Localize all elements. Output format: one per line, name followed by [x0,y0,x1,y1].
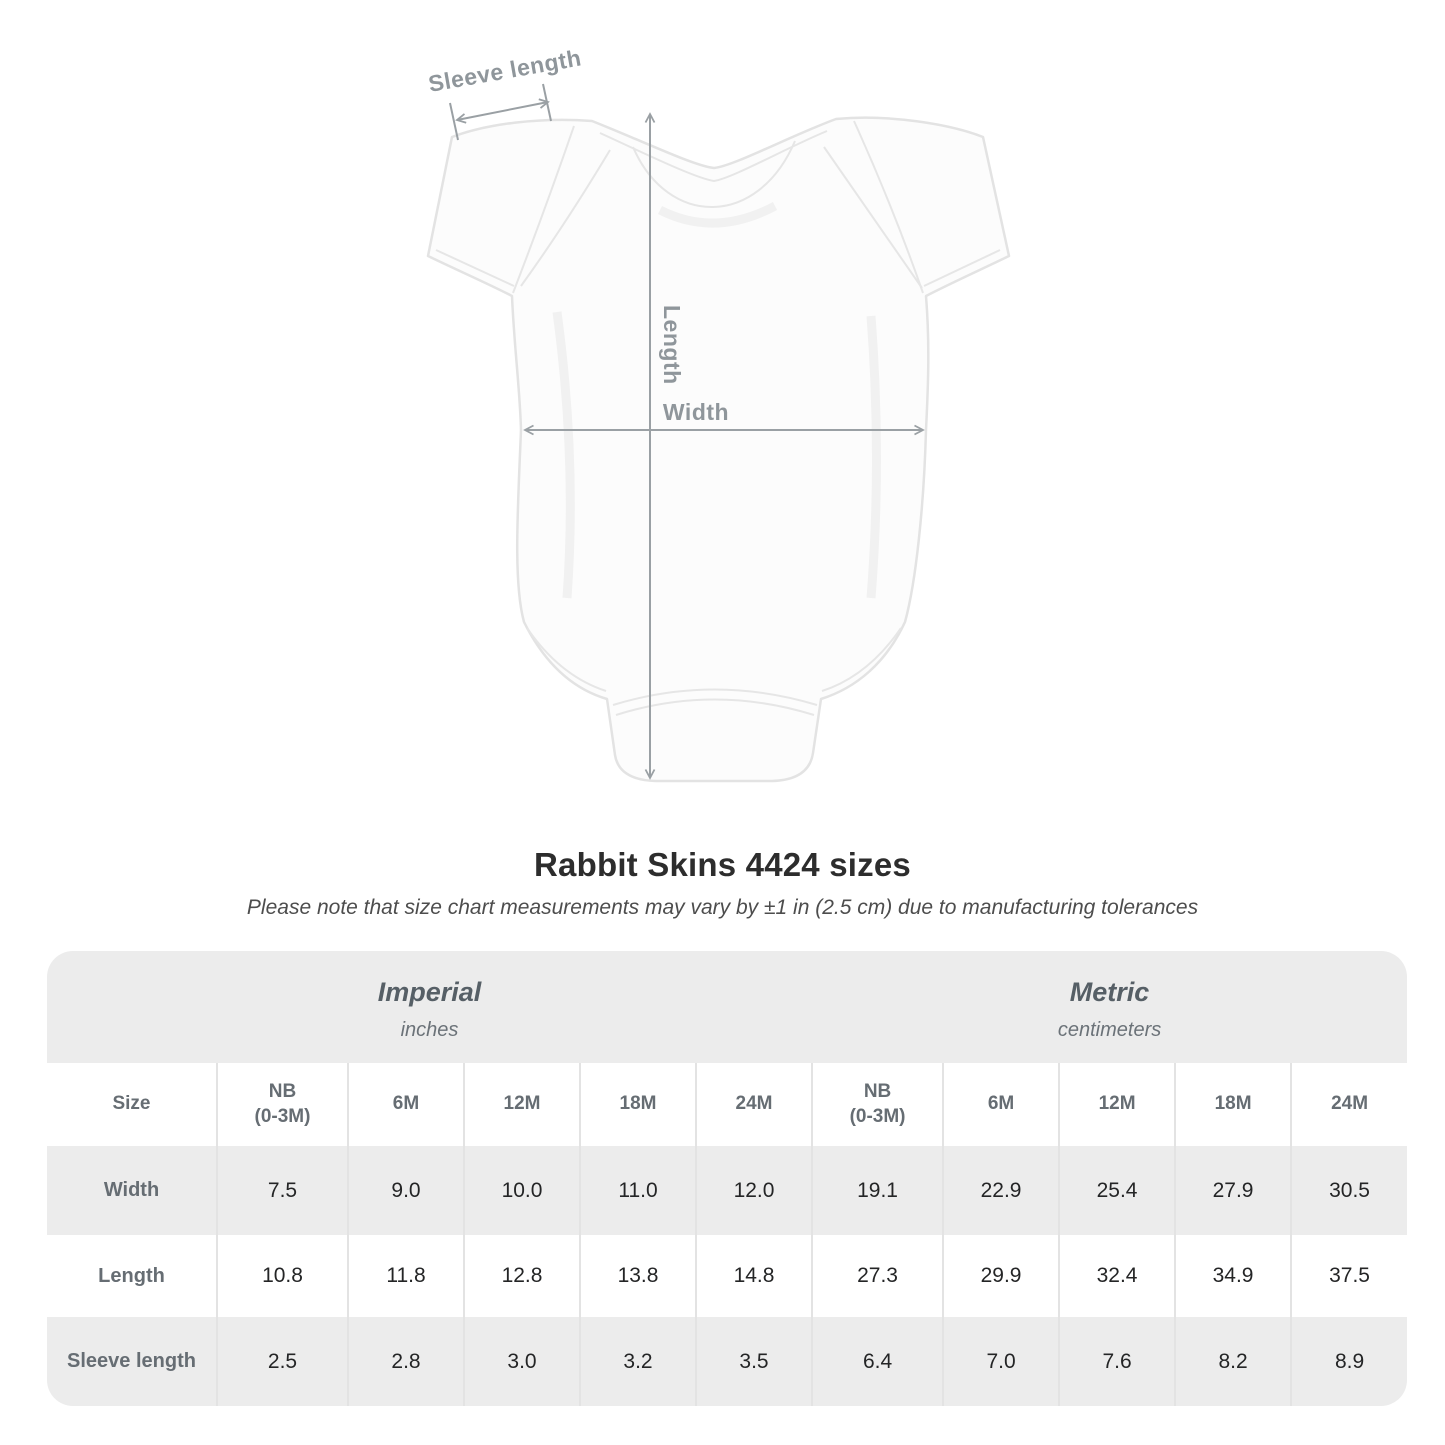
cell-width-metric-nb: 19.1 [811,1146,944,1235]
cell-sleeve-imperial-12m: 3.0 [463,1317,580,1406]
cell-width-imperial-24m: 12.0 [694,1146,813,1235]
sleeve-length-label: Sleeve length [426,44,583,96]
cell-sleeve-metric-18m: 8.2 [1174,1317,1292,1406]
cell-sleeve-imperial-nb: 2.5 [216,1317,348,1406]
bodysuit-outline [426,116,1011,783]
cell-width-metric-12m: 25.4 [1058,1146,1176,1235]
cell-length-imperial-6m: 11.8 [347,1235,464,1317]
cell-width-metric-18m: 27.9 [1174,1146,1292,1235]
size-table-card: Imperial inches Metric centimeters Size … [47,951,1407,1406]
cell-length-metric-6m: 29.9 [942,1235,1060,1317]
col-header-metric-nb: NB (0-3M) [811,1063,944,1146]
cell-length-imperial-24m: 14.8 [694,1235,813,1317]
cell-width-imperial-18m: 11.0 [579,1146,696,1235]
sleeve-measure-tick-left [449,102,459,141]
neckline-binding [599,130,828,183]
sleeve-measure-arrow [455,98,550,124]
right-sleeve-seam [853,120,924,294]
right-lap-shoulder-edge [823,146,923,289]
row-label-sleeve-length: Sleeve length [47,1317,217,1406]
fabric-folds [552,202,881,599]
col-header-imperial-nb: NB (0-3M) [216,1063,348,1146]
cell-length-imperial-12m: 12.8 [463,1235,580,1317]
cell-sleeve-imperial-18m: 3.2 [579,1317,696,1406]
cell-sleeve-metric-nb: 6.4 [811,1317,944,1406]
metric-unit: centimeters [1057,1018,1162,1041]
size-corner-header: Size [47,1063,217,1146]
size-columns-header-row: Size NB (0-3M) 6M 12M 18M 24M NB (0-3M) … [47,1063,1407,1146]
col-header-imperial-12m: 12M [463,1063,580,1146]
cell-sleeve-metric-6m: 7.0 [942,1317,1060,1406]
bodysuit-illustration: Sleeve length Length Width [426,44,1011,783]
width-label: Width [663,399,729,425]
size-table: Imperial inches Metric centimeters Size … [47,951,1407,1406]
cell-length-metric-24m: 37.5 [1290,1235,1407,1317]
measurement-annotations [449,83,925,780]
right-cuff-binding [923,249,1001,287]
cell-width-imperial-12m: 10.0 [463,1146,580,1235]
cell-length-metric-nb: 27.3 [811,1235,944,1317]
left-cuff-binding [435,249,515,287]
imperial-group-header: Imperial inches [47,951,813,1063]
cell-width-metric-6m: 22.9 [942,1146,1060,1235]
row-label-width: Width [47,1146,217,1235]
cell-sleeve-imperial-24m: 3.5 [694,1317,813,1406]
metric-group-header: Metric centimeters [812,951,1407,1063]
page-title: Rabbit Skins 4424 sizes [534,846,911,883]
left-leg-binding [526,627,607,692]
size-diagram: Sleeve length Length Width [426,44,1011,783]
left-lap-shoulder-edge [520,149,611,287]
cell-length-metric-12m: 32.4 [1058,1235,1176,1317]
table-row-sleeve-length: Sleeve length 2.5 2.8 3.0 3.2 3.5 6.4 7.… [47,1317,1407,1406]
crotch-flap-seam [612,688,818,706]
right-leg-binding [821,627,902,692]
left-sleeve-seam [512,125,575,294]
table-row-length: Length 10.8 11.8 12.8 13.8 14.8 27.3 29.… [47,1235,1407,1317]
cell-length-imperial-nb: 10.8 [216,1235,348,1317]
imperial-title: Imperial [377,976,482,1007]
col-header-imperial-18m: 18M [579,1063,696,1146]
cell-width-metric-24m: 30.5 [1290,1146,1407,1235]
garment-seams [435,120,1001,716]
col-header-metric-12m: 12M [1058,1063,1176,1146]
table-row-width: Width 7.5 9.0 10.0 11.0 12.0 19.1 22.9 2… [47,1146,1407,1235]
col-header-imperial-24m: 24M [694,1063,813,1146]
row-label-length: Length [98,1264,165,1287]
tolerance-note: Please note that size chart measurements… [246,896,1199,919]
cell-sleeve-metric-24m: 8.9 [1290,1317,1407,1406]
col-header-metric-24m: 24M [1290,1063,1407,1146]
imperial-unit: inches [400,1018,459,1041]
metric-title: Metric [1069,976,1150,1007]
cell-length-imperial-18m: 13.8 [579,1235,696,1317]
col-header-metric-6m: 6M [942,1063,1060,1146]
cell-length-metric-18m: 34.9 [1174,1235,1292,1317]
cell-width-imperial-6m: 9.0 [347,1146,464,1235]
crotch-flap-binding [615,698,815,716]
unit-group-header-row: Imperial inches Metric centimeters [47,951,1407,1063]
length-label: Length [659,305,685,385]
col-header-metric-18m: 18M [1174,1063,1292,1146]
cell-width-imperial-nb: 7.5 [216,1146,348,1235]
col-header-imperial-6m: 6M [347,1063,464,1146]
cell-sleeve-imperial-6m: 2.8 [347,1317,464,1406]
cell-sleeve-metric-12m: 7.6 [1058,1317,1176,1406]
